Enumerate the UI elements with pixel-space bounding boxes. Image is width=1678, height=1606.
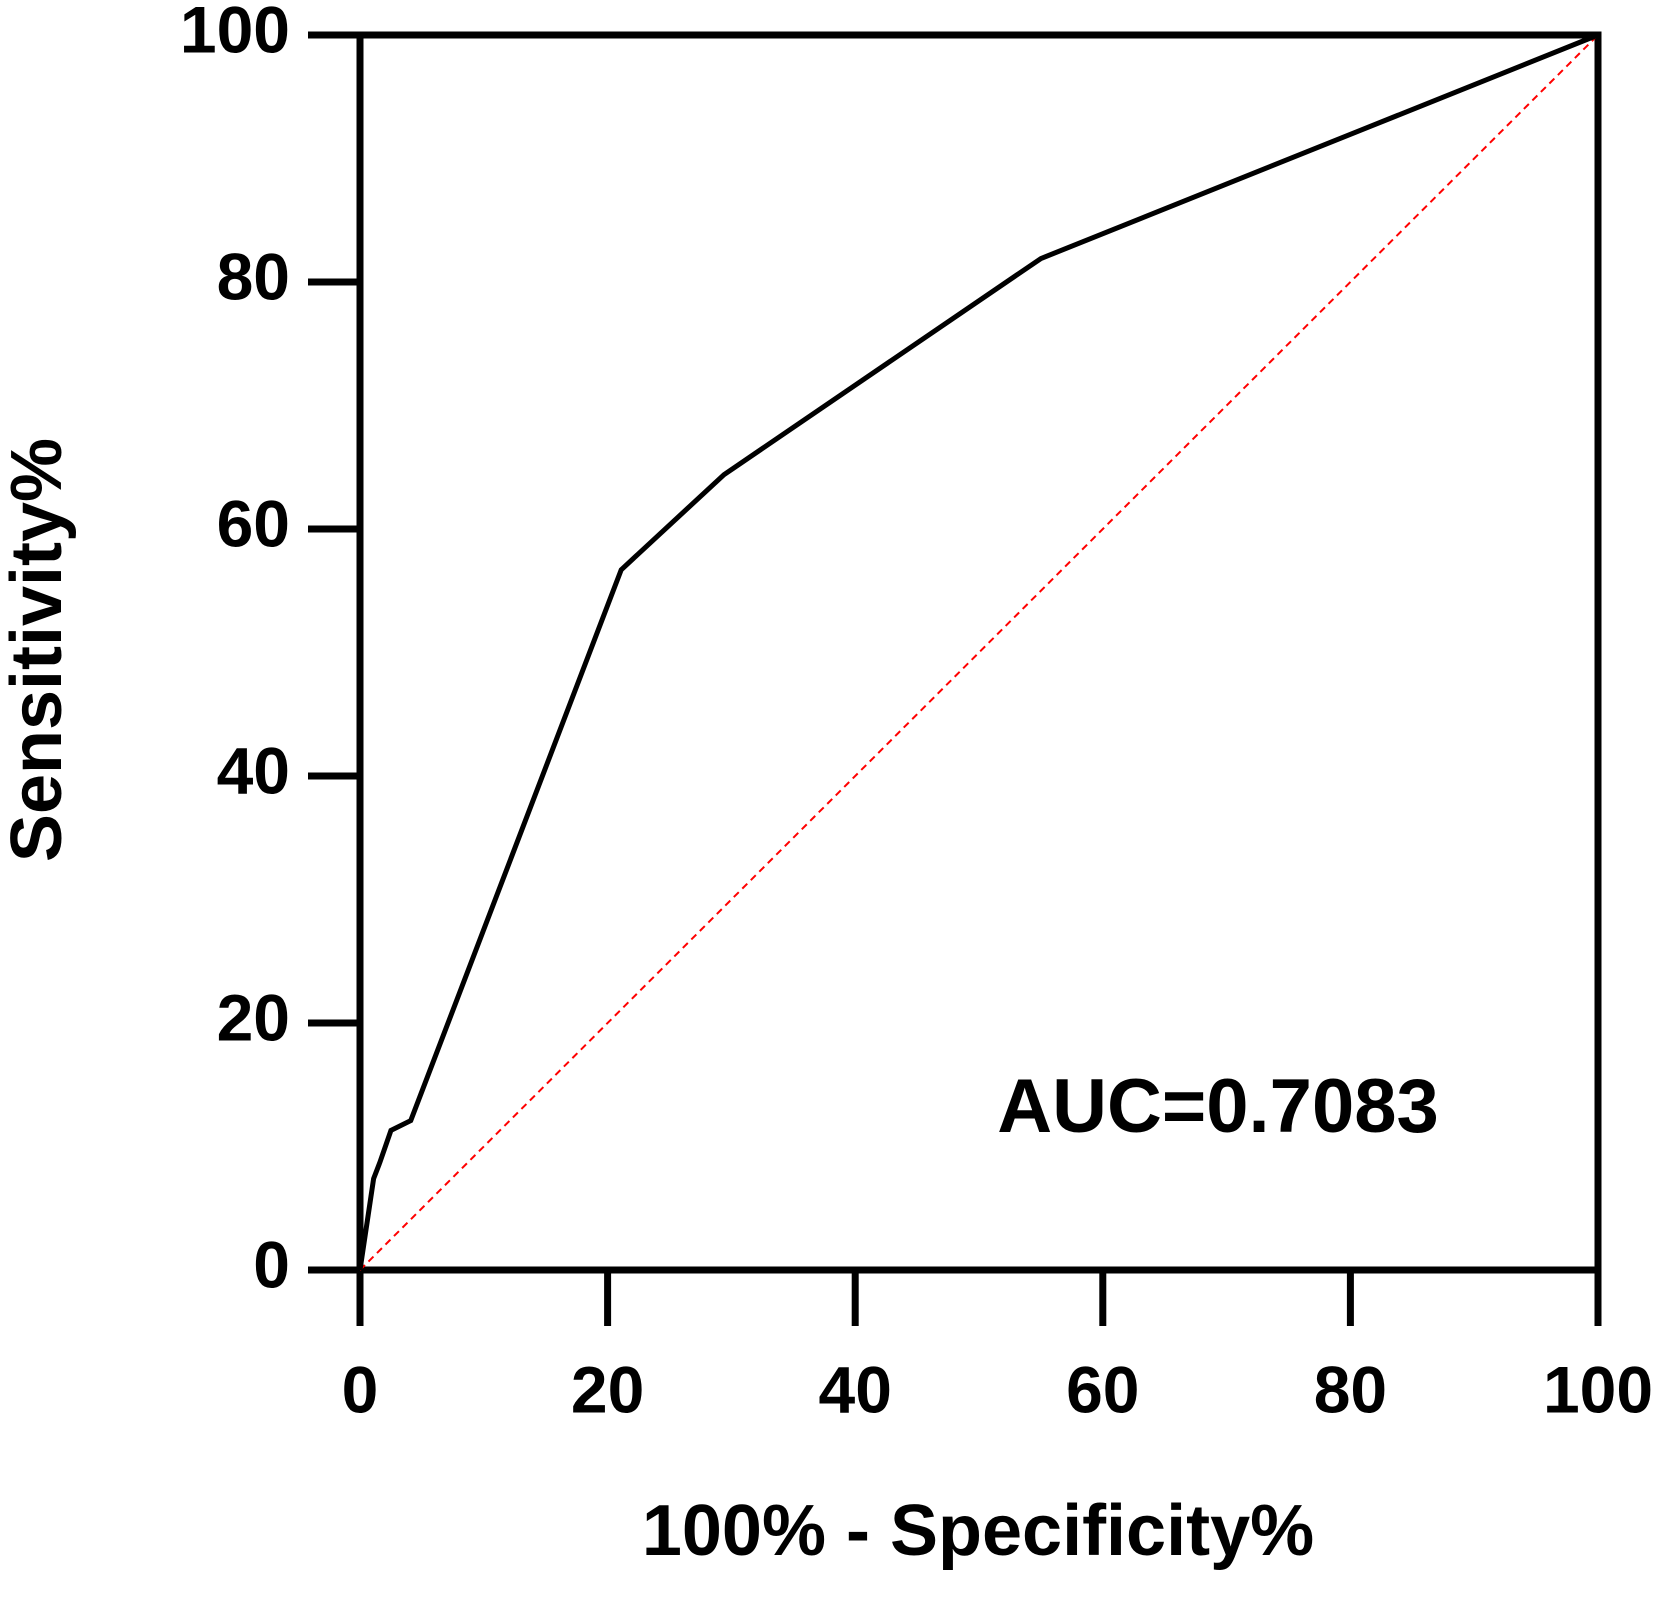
plot-frame [356,31,1602,1274]
roc-line [359,34,1599,1271]
y-tick-label: 0 [253,1227,290,1301]
x-tick-label: 0 [342,1352,379,1426]
y-tick-label: 20 [217,980,290,1054]
annotation: AUC=0.7083 [997,1064,1439,1149]
x-axis-title: 100% - Specificity% [642,1491,1314,1571]
x-tick-label: 40 [818,1352,891,1426]
x-tick-label: 20 [571,1352,644,1426]
x-tick-label: 60 [1066,1352,1139,1426]
roc-line [357,32,1599,1271]
x-tick-label: 80 [1314,1352,1387,1426]
y-axis-title: Sensitivity% [0,438,77,862]
y-tick-label: 100 [180,0,290,66]
x-tick-label: 100 [1543,1352,1653,1426]
y-tick-label: 80 [217,239,290,313]
y-tick-label: 40 [217,733,290,807]
y-tick-label: 60 [217,486,290,560]
